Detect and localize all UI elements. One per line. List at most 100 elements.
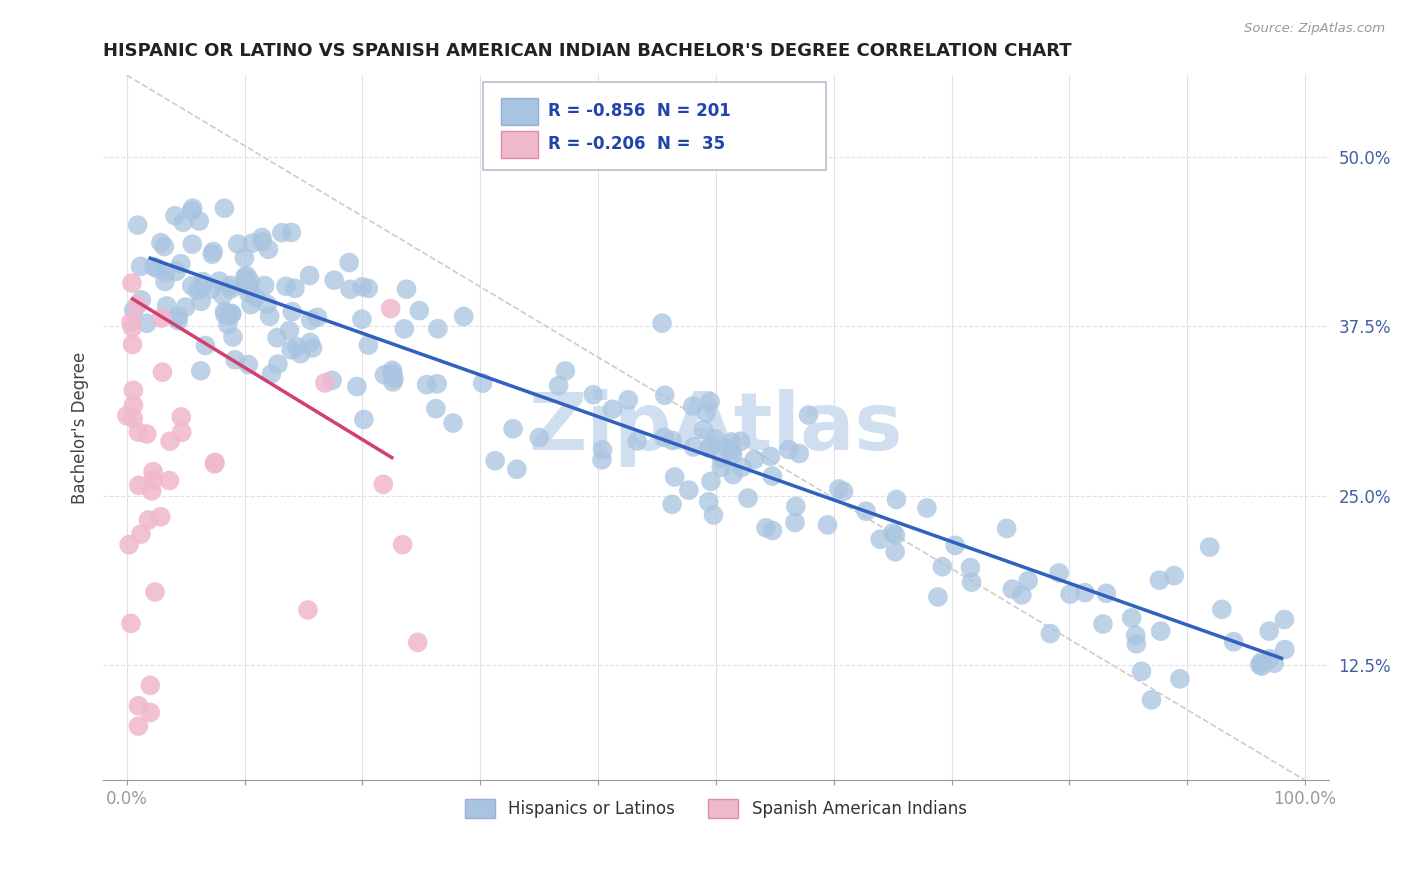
Point (884, 528, 907, 542)
Point (1121, 611, 1143, 625)
Point (1222, 634, 1244, 648)
Point (1095, 586, 1118, 600)
Point (1149, 573, 1171, 587)
Point (153, 239, 176, 253)
FancyBboxPatch shape (502, 131, 538, 158)
Point (218, 309, 240, 323)
Point (122, 411, 145, 425)
Point (1140, 693, 1163, 707)
Y-axis label: Bachelor's Degree: Bachelor's Degree (72, 351, 89, 504)
Point (855, 504, 877, 518)
Point (591, 452, 613, 467)
Point (270, 226, 292, 240)
Point (278, 324, 301, 338)
Point (1250, 655, 1272, 669)
Point (127, 218, 149, 232)
Point (122, 303, 145, 318)
Point (120, 315, 142, 329)
Point (704, 432, 727, 446)
Point (233, 270, 256, 285)
Point (1092, 617, 1115, 632)
Point (167, 309, 190, 323)
Point (882, 525, 904, 540)
Point (699, 440, 721, 454)
Point (697, 495, 720, 509)
Point (380, 301, 402, 316)
Point (778, 442, 800, 457)
Point (129, 527, 152, 541)
Point (695, 405, 717, 419)
Point (416, 377, 439, 392)
Point (661, 434, 683, 448)
Point (233, 278, 256, 293)
Point (1130, 665, 1153, 679)
Point (1249, 657, 1271, 672)
Point (699, 394, 721, 409)
Point (297, 603, 319, 617)
Point (224, 352, 246, 367)
Point (717, 441, 740, 455)
Point (346, 379, 368, 393)
Point (927, 590, 949, 604)
Point (1059, 587, 1081, 601)
Text: ZipAtlas: ZipAtlas (529, 389, 903, 467)
Point (959, 560, 981, 574)
Point (233, 251, 256, 265)
Point (259, 310, 281, 324)
Point (204, 455, 226, 469)
Point (172, 215, 194, 229)
Point (122, 398, 145, 412)
Point (426, 376, 449, 391)
Point (115, 409, 138, 423)
Point (869, 533, 891, 547)
Point (186, 284, 208, 298)
Point (219, 282, 242, 296)
Point (167, 313, 190, 327)
Point (250, 230, 273, 244)
Point (730, 434, 752, 449)
Point (382, 375, 405, 389)
Point (787, 446, 810, 460)
Point (682, 440, 704, 454)
Point (239, 275, 262, 289)
Point (652, 430, 675, 444)
Point (817, 517, 839, 532)
Point (152, 365, 174, 379)
Point (357, 281, 380, 295)
Point (217, 318, 239, 332)
Point (759, 450, 782, 464)
Point (142, 465, 165, 479)
Point (239, 298, 262, 312)
Point (702, 508, 724, 522)
Point (1258, 651, 1281, 665)
Point (720, 443, 742, 458)
Point (426, 322, 449, 336)
Point (373, 477, 395, 491)
Point (1011, 588, 1033, 602)
Point (1258, 624, 1281, 639)
Point (664, 470, 686, 484)
Point (582, 388, 605, 402)
Point (785, 500, 807, 514)
Point (260, 367, 283, 381)
Point (373, 368, 395, 382)
Point (236, 268, 259, 283)
Point (188, 214, 211, 228)
Point (127, 698, 149, 713)
Point (381, 363, 404, 377)
Point (142, 473, 165, 487)
Point (181, 237, 204, 252)
Point (299, 313, 322, 327)
Point (208, 274, 231, 288)
Point (170, 257, 193, 271)
Point (256, 297, 278, 311)
Point (238, 358, 260, 372)
Point (281, 304, 304, 318)
Point (214, 307, 236, 321)
Point (131, 293, 153, 307)
Point (731, 460, 754, 475)
Point (323, 273, 346, 287)
Point (253, 278, 276, 293)
Point (529, 431, 551, 445)
Point (408, 303, 430, 318)
